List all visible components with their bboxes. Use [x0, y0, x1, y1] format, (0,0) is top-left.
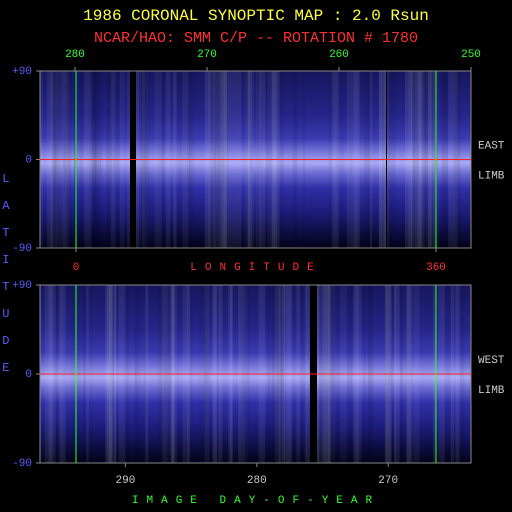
y-axis-label: LATITUDE [0, 172, 13, 388]
x-tick-label: 250 [461, 49, 481, 61]
x-axis-label: LONGITUDE [190, 262, 321, 274]
side-label: EAST [478, 140, 505, 152]
subtitle: NCAR/HAO: SMM C/P -- ROTATION # 1780 [94, 30, 418, 47]
x-tick-label: 290 [116, 475, 136, 487]
x-tick-label: 270 [197, 49, 217, 61]
side-label: WEST [478, 355, 505, 367]
x-tick-label: 280 [65, 49, 85, 61]
y-tick-label: 0 [25, 154, 32, 166]
x-tick-label: 280 [247, 475, 267, 487]
title: 1986 CORONAL SYNOPTIC MAP : 2.0 Rsun [83, 7, 429, 25]
y-tick-label: -90 [12, 458, 32, 470]
x-axis-label: IMAGE DAY-OF-YEAR [132, 495, 380, 507]
side-label: LIMB [478, 385, 505, 397]
y-tick-label: +90 [12, 280, 32, 292]
y-tick-label: 0 [25, 369, 32, 381]
y-tick-label: -90 [12, 243, 32, 255]
x-tick-label: 260 [329, 49, 349, 61]
x2-tick-label: 0 [73, 262, 80, 274]
x2-tick-label: 360 [426, 262, 446, 274]
x-tick-label: 270 [378, 475, 398, 487]
y-tick-label: +90 [12, 66, 32, 78]
side-label: LIMB [478, 170, 505, 182]
